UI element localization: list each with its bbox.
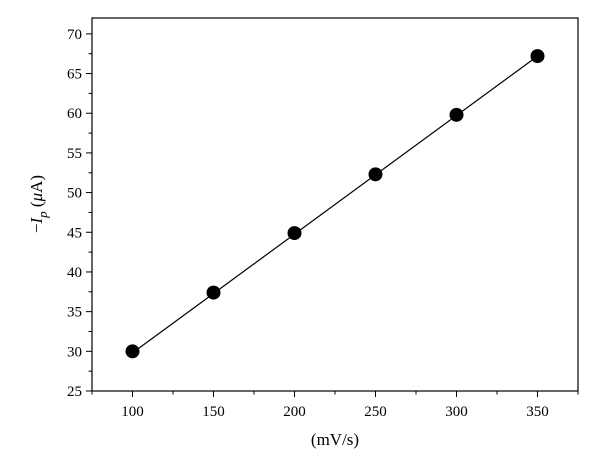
data-points (125, 49, 545, 359)
y-tick-label: 30 (67, 344, 82, 360)
y-tick-label: 65 (67, 67, 82, 83)
x-axis: 100 150 200 250 300 350 (91, 391, 579, 420)
x-tick-label: 150 (202, 404, 225, 420)
data-point (368, 167, 383, 182)
data-point (287, 226, 302, 241)
y-axis: 25 30 35 40 45 50 55 60 65 70 (67, 27, 92, 400)
x-tick-label: 250 (364, 404, 387, 420)
fit-line (132, 55, 538, 354)
x-tick-label: 100 (121, 404, 144, 420)
x-tick-label: 200 (283, 404, 306, 420)
y-tick-label: 35 (67, 305, 82, 321)
data-point (125, 344, 140, 359)
y-tick-label: 25 (67, 384, 82, 400)
data-point (206, 285, 221, 300)
data-point (449, 107, 464, 122)
x-tick-label: 350 (526, 404, 549, 420)
y-tick-label: 55 (67, 146, 82, 162)
x-tick-label: 300 (445, 404, 468, 420)
y-tick-label: 45 (67, 225, 82, 241)
y-tick-label: 60 (67, 106, 82, 122)
y-tick-label: 70 (67, 27, 82, 43)
y-axis-label: −Ip (μA) (27, 175, 50, 233)
y-tick-label: 50 (67, 186, 82, 202)
x-axis-label: (mV/s) (311, 430, 359, 449)
data-point (530, 49, 545, 64)
y-tick-label: 40 (67, 265, 82, 281)
